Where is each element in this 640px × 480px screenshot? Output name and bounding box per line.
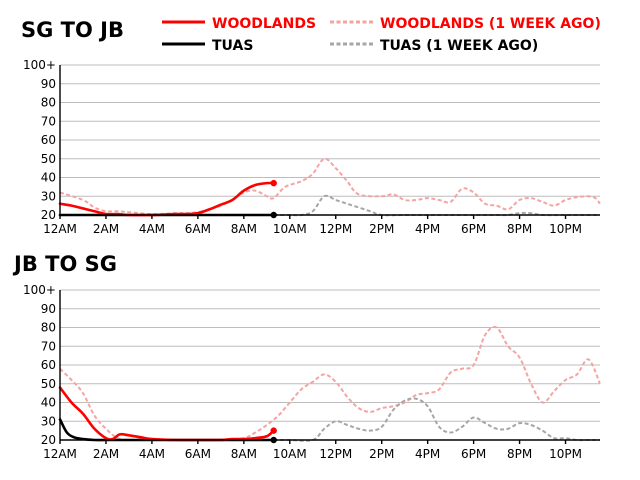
x-tick-label: 10AM (273, 222, 307, 236)
y-tick-label: 100+ (23, 283, 56, 297)
y-tick-label: 70 (41, 339, 56, 353)
y-tick-label: 40 (41, 396, 56, 410)
x-tick-label: 4AM (139, 222, 165, 236)
x-tick-label: 2PM (369, 447, 394, 461)
legend: WOODLANDS WOODLANDS (1 WEEK AGO) TUAS TU… (162, 16, 601, 54)
y-tick-label: 100+ (23, 58, 56, 72)
x-tick-label: 4AM (139, 447, 165, 461)
y-tick-label: 40 (41, 171, 56, 185)
x-tick-label: 2PM (369, 222, 394, 236)
x-tick-label: 6AM (185, 222, 211, 236)
series-line-tuas-prev (273, 397, 600, 442)
series-line-tuas-prev (273, 194, 600, 217)
y-tick-label: 90 (41, 302, 56, 316)
y-tick-label: 90 (41, 77, 56, 91)
legend-label-woodlands: WOODLANDS (212, 16, 316, 32)
x-tick-label: 8PM (507, 222, 532, 236)
y-tick-label: 20 (41, 433, 56, 447)
x-tick-label: 8PM (507, 447, 532, 461)
y-tick-label: 80 (41, 96, 56, 110)
y-tick-label: 70 (41, 114, 56, 128)
series-endpoint-woodlands (270, 179, 277, 187)
y-tick-label: 60 (41, 133, 56, 147)
x-tick-label: 6AM (185, 447, 211, 461)
x-tick-label: 4PM (415, 222, 440, 236)
x-tick-label: 12AM (43, 447, 77, 461)
y-tick-label: 60 (41, 358, 56, 372)
x-tick-label: 10PM (549, 222, 582, 236)
y-tick-label: 50 (41, 377, 56, 391)
x-tick-label: 4PM (415, 447, 440, 461)
x-tick-label: 8AM (231, 447, 257, 461)
x-tick-label: 2AM (93, 222, 119, 236)
series-line-tuas (58, 418, 275, 442)
x-tick-label: 6PM (461, 222, 486, 236)
x-tick-label: 6PM (461, 447, 486, 461)
x-tick-label: 12PM (319, 447, 352, 461)
x-tick-label: 10PM (549, 447, 582, 461)
chart-jb-to-sg: JB TO SG 20 30 40 50 60 70 80 90 100+ 12AM 2AM 4AM 6… (12, 252, 601, 461)
chart-sg-to-jb: SG TO JB 20 30 40 50 60 70 80 90 100+ 12AM 2AM 4AM 6… (21, 18, 601, 236)
y-tick-label: 30 (41, 414, 56, 428)
y-tick-label: 30 (41, 189, 56, 203)
series-line-woodlands (58, 386, 275, 442)
series-line-woodlands-prev (59, 157, 601, 216)
y-tick-label: 80 (41, 321, 56, 335)
x-tick-label: 12AM (43, 222, 77, 236)
y-tick-label: 20 (41, 208, 56, 222)
chart-title-jb-to-sg: JB TO SG (12, 252, 117, 276)
legend-label-woodlands-prev: WOODLANDS (1 WEEK AGO) (380, 16, 601, 32)
series-endpoint-woodlands (270, 427, 277, 434)
legend-label-tuas-prev: TUAS (1 WEEK AGO) (380, 38, 538, 54)
x-tick-label: 12PM (319, 222, 352, 236)
x-tick-label: 10AM (273, 447, 307, 461)
x-tick-label: 8AM (231, 222, 257, 236)
legend-label-tuas: TUAS (212, 38, 253, 54)
chart-title-sg-to-jb: SG TO JB (21, 18, 124, 42)
y-tick-label: 50 (41, 152, 56, 166)
series-line-woodlands (58, 181, 275, 217)
x-tick-label: 2AM (93, 447, 119, 461)
